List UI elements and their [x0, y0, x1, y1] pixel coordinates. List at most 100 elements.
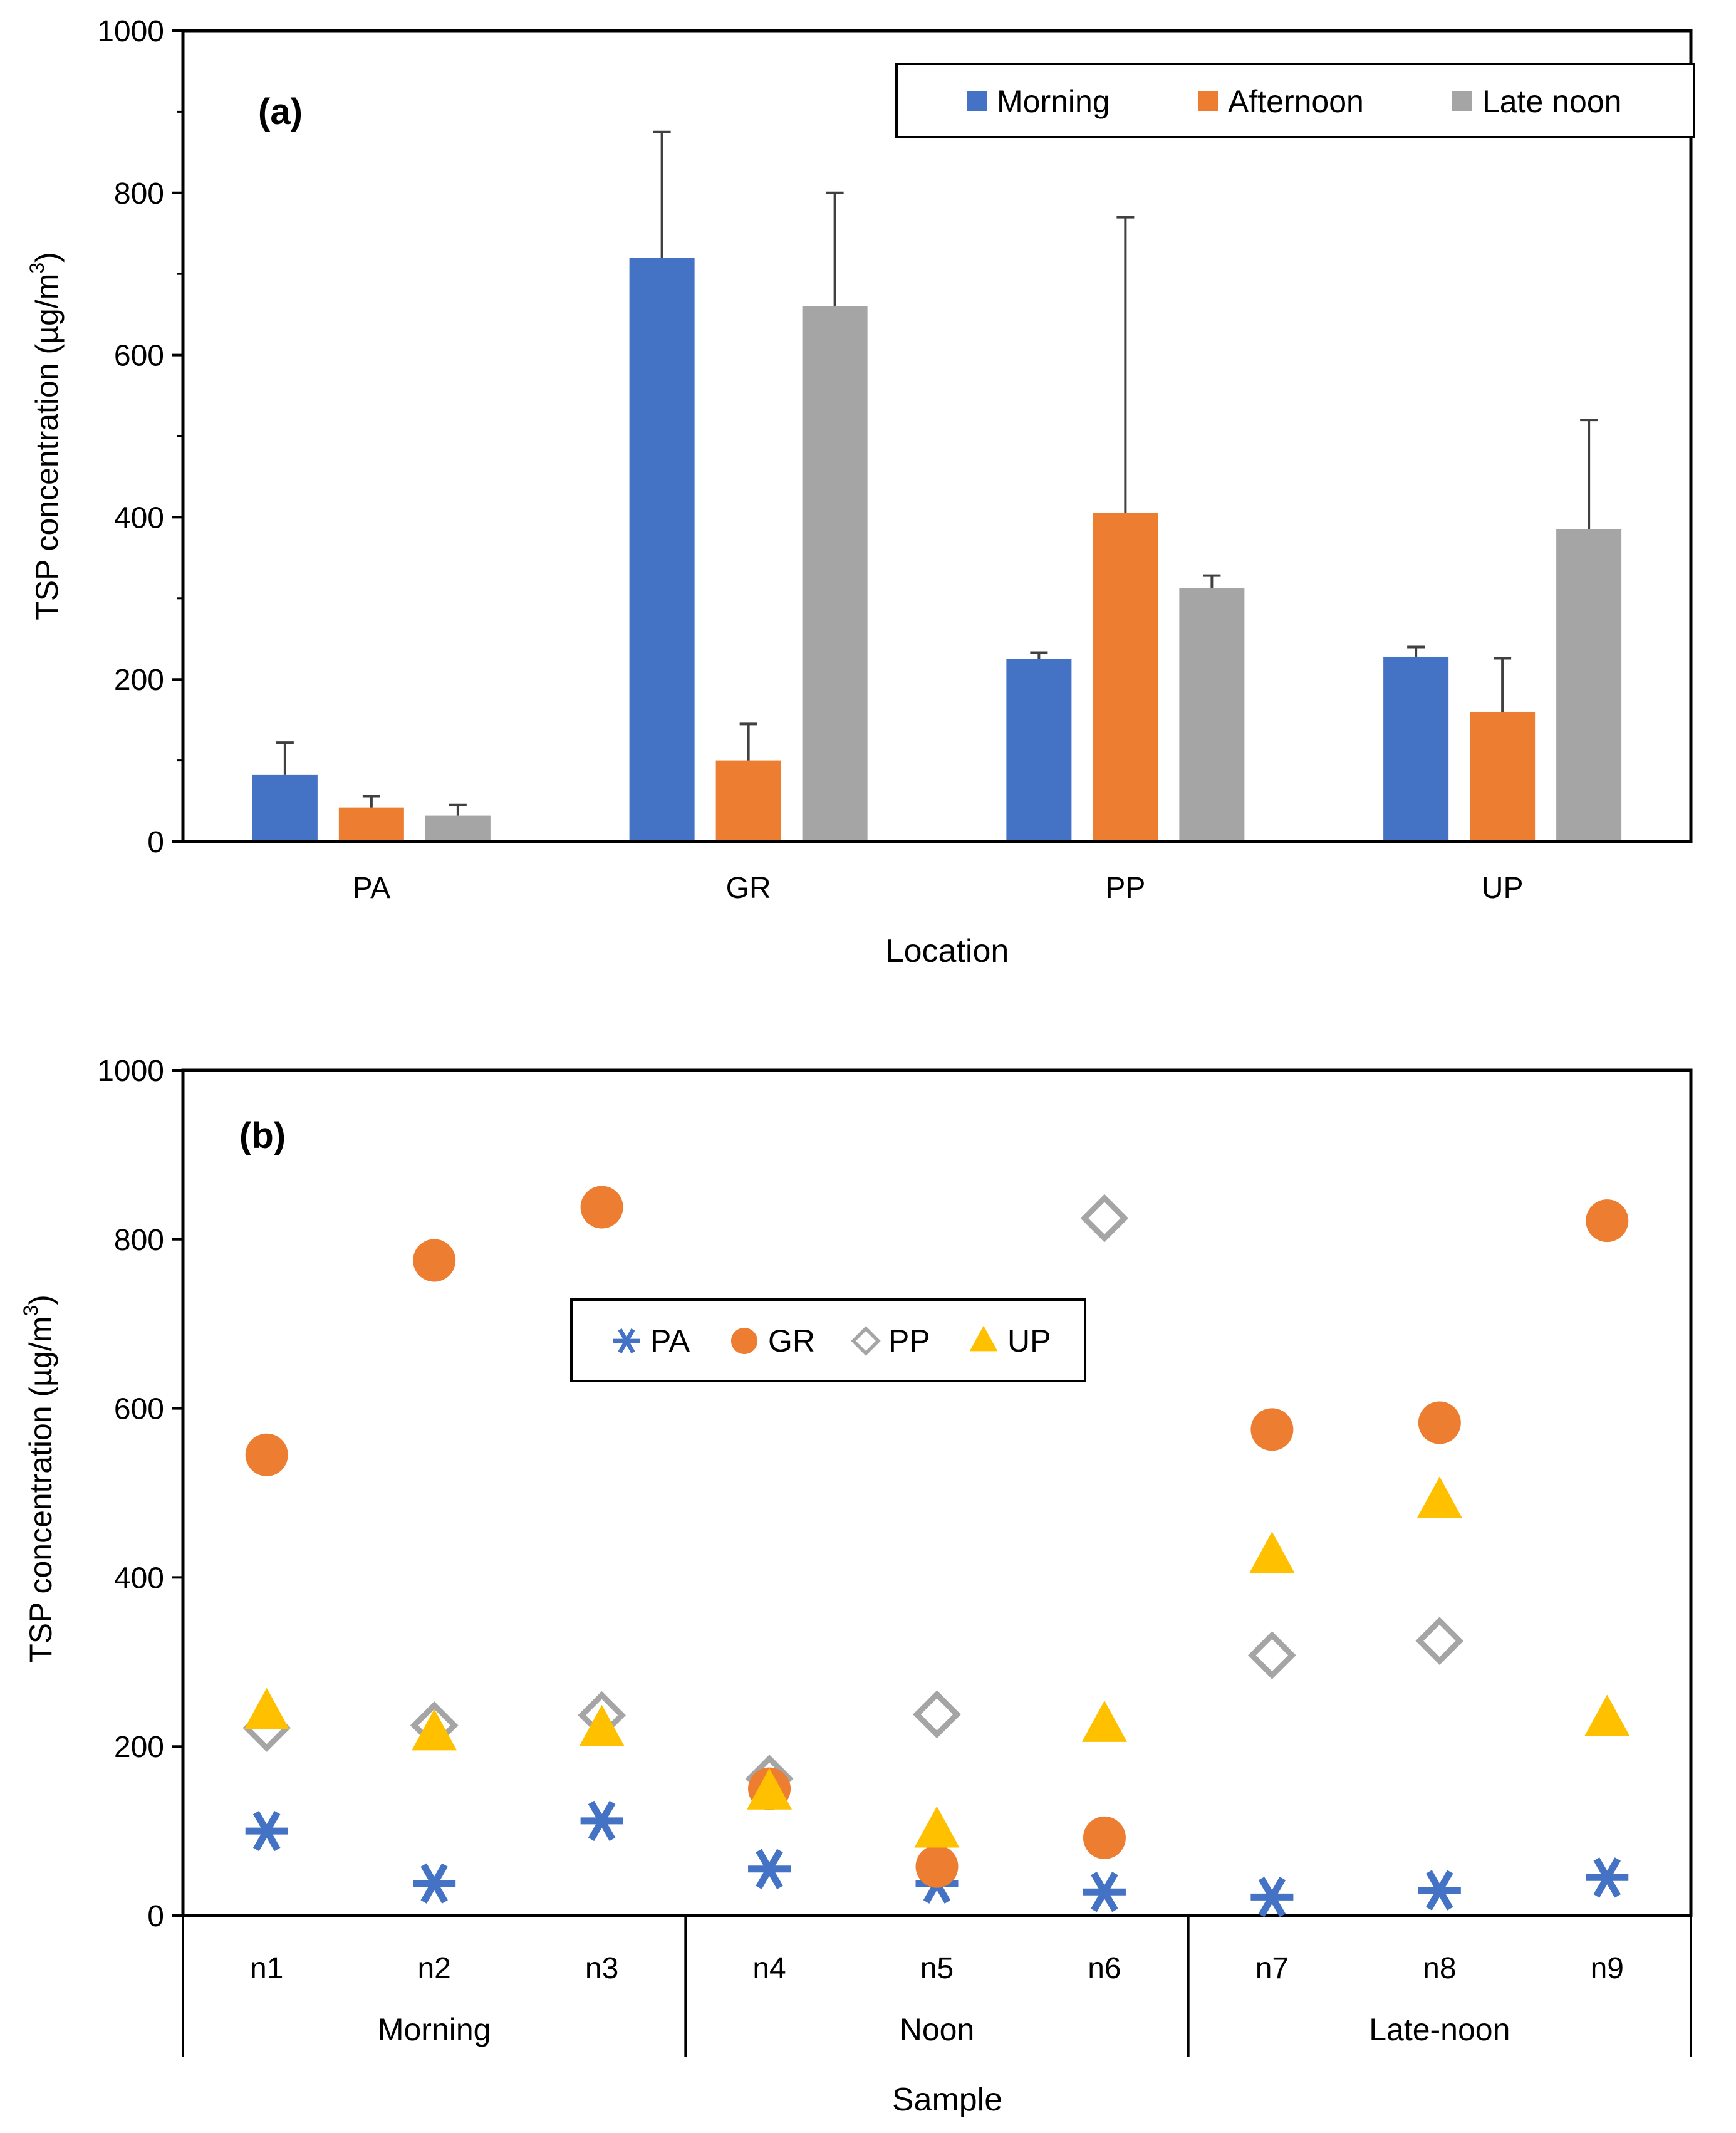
panel-a-label: (a)	[258, 91, 303, 132]
point-up-n6	[1081, 1700, 1127, 1742]
legend-b: PA GR PP UP	[570, 1298, 1086, 1382]
legend-frame-a	[895, 63, 1695, 138]
y-tick-label-a: 0	[147, 826, 164, 859]
x-tick-label-n3: n3	[585, 1952, 618, 1985]
legend-marker-pa	[613, 1328, 640, 1353]
y-tick-label-a: 400	[114, 501, 164, 535]
legend-label-morning: Morning	[997, 84, 1110, 119]
bar-afternoon-gr	[715, 760, 781, 842]
legend-label-up: UP	[1007, 1323, 1051, 1359]
point-up-n8	[1416, 1476, 1462, 1518]
point-pa-n8	[1418, 1870, 1461, 1911]
legend-swatch-late-noon	[1452, 91, 1472, 111]
y-tick-label-b: 400	[114, 1562, 164, 1595]
point-up-n1	[244, 1687, 289, 1729]
legend-label-late-noon: Late noon	[1482, 84, 1621, 119]
x-tick-label-up: UP	[1482, 872, 1524, 905]
panel-a: 0 200 400 600 800 1000 PA GR PP UP (a) TSP conce…	[26, 15, 1695, 969]
bar-afternoon-pp	[1093, 513, 1158, 842]
y-tick-label-a: 600	[114, 340, 164, 373]
point-up-n5	[914, 1806, 960, 1848]
point-up-n2	[412, 1709, 457, 1751]
point-gr-n2	[413, 1239, 456, 1282]
legend-marker-gr	[730, 1327, 758, 1355]
x-axis-label-b: Sample	[892, 2082, 1002, 2118]
y-tick-label-a: 200	[114, 664, 164, 697]
x-tick-label-n9: n9	[1591, 1952, 1624, 1985]
legend-marker-pp	[851, 1326, 881, 1356]
point-pa-n2	[413, 1863, 456, 1904]
point-pa-n6	[1083, 1872, 1126, 1912]
panel-b: 0 200 400 600 800 1000 n1 n2 n3 n4 n5 n6 n7 n8 n9 Morni…	[19, 1055, 1693, 2118]
point-up-n3	[579, 1704, 625, 1746]
legend-label-pa: PA	[650, 1323, 690, 1359]
point-pp-n7	[1248, 1631, 1296, 1679]
point-gr-n1	[245, 1433, 288, 1476]
y-tick-label-b: 0	[147, 1900, 164, 1933]
bar-afternoon-pa	[338, 807, 404, 842]
legend-symbol-pa	[613, 1328, 640, 1353]
group-label-noon: Noon	[900, 2012, 975, 2047]
bar-afternoon-up	[1470, 711, 1536, 842]
x-tick-label-pp: PP	[1105, 872, 1145, 905]
legend-label-gr: GR	[768, 1323, 815, 1359]
point-gr-n8	[1418, 1401, 1461, 1444]
x-tick-label-n4: n4	[752, 1952, 786, 1985]
legend-swatch-afternoon	[1198, 91, 1218, 111]
y-tick-label-a: 1000	[97, 15, 164, 48]
point-gr-n9	[1586, 1199, 1629, 1243]
plot-area-frame-b	[181, 1068, 1693, 1917]
point-gr-n6	[1083, 1816, 1126, 1859]
x-tick-label-n1: n1	[250, 1952, 283, 1985]
bar-morning-pp	[1006, 659, 1072, 842]
bar-morning-up	[1383, 656, 1449, 842]
x-tick-label-n7: n7	[1255, 1952, 1289, 1985]
legend-symbol-pp	[851, 1326, 881, 1356]
x-tick-label-n5: n5	[920, 1952, 954, 1985]
y-tick-label-b: 1000	[97, 1055, 164, 1088]
y-tick-label-b: 600	[114, 1393, 164, 1426]
point-gr-n5	[915, 1845, 959, 1888]
point-gr-n3	[580, 1186, 623, 1229]
point-up-n7	[1249, 1531, 1295, 1573]
point-pa-n1	[245, 1810, 288, 1852]
bar-morning-gr	[629, 258, 695, 842]
point-up-n9	[1584, 1694, 1630, 1736]
legend-label-pp: PP	[888, 1323, 930, 1359]
panel-b-label: (b)	[239, 1115, 286, 1156]
x-tick-label-gr: GR	[726, 872, 771, 905]
bar-late-noon-pa	[425, 815, 491, 842]
legend-frame-b	[570, 1298, 1086, 1382]
legend-symbol-gr	[730, 1327, 758, 1355]
legend-a: Morning Afternoon Late noon	[895, 63, 1695, 138]
point-pp-n8	[1415, 1617, 1464, 1665]
legend-marker-up	[969, 1325, 998, 1352]
y-tick-label-b: 800	[114, 1224, 164, 1257]
point-gr-n7	[1250, 1408, 1294, 1451]
x-tick-label-n6: n6	[1088, 1952, 1121, 1985]
legend-label-afternoon: Afternoon	[1228, 84, 1364, 119]
y-tick-label-b: 200	[114, 1731, 164, 1764]
x-tick-label-pa: PA	[353, 872, 390, 905]
legend-symbol-up	[969, 1325, 998, 1352]
bar-late-noon-up	[1556, 529, 1622, 842]
plot-area-frame-a	[181, 29, 1693, 843]
point-pa-n3	[580, 1800, 623, 1842]
point-up-n4	[747, 1768, 793, 1810]
point-pa-n9	[1586, 1857, 1629, 1898]
x-axis-label-a: Location	[886, 933, 1009, 969]
group-label-late-noon: Late-noon	[1369, 2012, 1510, 2047]
point-pp-n6	[1080, 1194, 1129, 1243]
y-axis-label-a: TSP concentration (µg/m3)	[26, 252, 65, 620]
x-tick-label-n8: n8	[1423, 1952, 1456, 1985]
bar-late-noon-gr	[802, 306, 868, 842]
bar-morning-pa	[252, 774, 318, 842]
y-axis-label-b: TSP concentration (µg/m3)	[19, 1295, 58, 1663]
group-label-morning: Morning	[378, 2012, 491, 2047]
point-pa-n7	[1250, 1877, 1294, 1917]
point-pp-n5	[913, 1690, 961, 1739]
y-tick-label-a: 800	[114, 177, 164, 211]
bar-late-noon-pp	[1179, 587, 1245, 842]
point-pa-n4	[748, 1849, 791, 1889]
